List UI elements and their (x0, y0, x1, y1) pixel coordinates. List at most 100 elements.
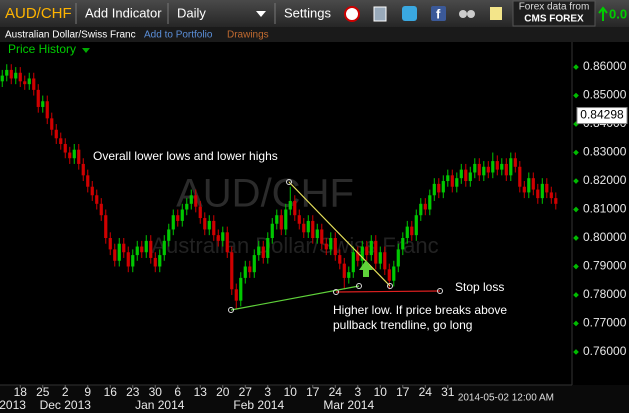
y-tick-label: 0.79000 (583, 259, 627, 273)
candle-body (149, 240, 153, 258)
add-indicator[interactable]: Add Indicator (85, 5, 162, 20)
candle-body (59, 138, 63, 144)
candle-body (104, 215, 108, 238)
candle-body (171, 215, 175, 230)
candle-body (288, 200, 292, 210)
candle-body (297, 215, 301, 224)
candle-body (396, 249, 400, 267)
subbar (0, 27, 629, 42)
x-tick-label: 2 (62, 385, 69, 399)
candle-body (18, 72, 22, 82)
candle-body (176, 215, 180, 221)
candle-body (477, 163, 481, 176)
candle-body (189, 195, 193, 204)
candle-body (275, 215, 279, 224)
candle-body (495, 161, 499, 170)
annotation: pullback trendline, go long (333, 318, 472, 332)
x-axis-panel (0, 385, 629, 413)
candle-body (374, 240, 378, 264)
x-tick-label: 18 (14, 385, 28, 399)
settings[interactable]: Settings (284, 5, 331, 20)
candle-body (351, 252, 355, 273)
drawings[interactable]: Drawings (227, 30, 269, 41)
candle-body (518, 166, 522, 187)
x-period-label: 2013 (0, 398, 26, 412)
add-to-portfolio[interactable]: Add to Portfolio (144, 30, 213, 41)
long-arrow (359, 260, 373, 277)
candle-body (284, 209, 288, 230)
price-history[interactable]: Price History (8, 42, 76, 56)
candle-body (63, 143, 67, 153)
candle-body (45, 101, 49, 119)
candle-body (500, 163, 504, 170)
x-tick-label: 25 (36, 385, 50, 399)
interval[interactable]: Daily (177, 5, 206, 20)
candle-body (239, 277, 243, 301)
candle-body (221, 232, 225, 241)
candle-body (414, 215, 418, 236)
facebook-icon[interactable] (431, 6, 446, 21)
candle-body (225, 232, 229, 253)
dropdown-arrow[interactable] (256, 11, 266, 17)
candle-body (410, 226, 414, 236)
candle-body (401, 238, 405, 250)
candle-body (446, 175, 450, 182)
candle-body (360, 246, 364, 261)
note-icon[interactable] (490, 7, 502, 20)
change: 0.0 (609, 6, 627, 21)
x-tick-label: 9 (84, 385, 91, 399)
twitter-icon[interactable] (402, 6, 417, 21)
data-source-line2: CMS FOREX (524, 14, 584, 25)
candle-body (419, 203, 423, 216)
candle-body (86, 175, 90, 187)
handle (437, 288, 443, 294)
y-tick-mark (573, 149, 579, 156)
candle-body (72, 149, 76, 159)
alarm-icon[interactable] (344, 6, 360, 22)
x-period-label: Feb 2014 (233, 398, 284, 412)
x-tick-label: 24 (419, 385, 433, 399)
candle-body (14, 72, 18, 79)
candle-body (126, 252, 130, 267)
candle-body (450, 175, 454, 187)
candle-body (32, 78, 36, 90)
candle-body (261, 246, 265, 258)
candle-body (117, 243, 121, 261)
candle-body (41, 101, 45, 107)
y-tick-label: 0.76000 (583, 344, 627, 358)
y-tick-mark (573, 263, 579, 270)
timestamp: 2014-05-02 12:00 AM (458, 393, 554, 404)
y-axis-panel (572, 42, 629, 385)
candle-body (243, 266, 247, 278)
candle-body (432, 183, 436, 196)
portfolio-icon[interactable] (373, 6, 387, 22)
candle-body (266, 238, 270, 258)
y-tick-mark (573, 292, 579, 298)
x-tick-label: 10 (284, 385, 298, 399)
candle-body (491, 161, 495, 173)
candle-body (279, 215, 283, 230)
y-tick-mark (573, 92, 579, 99)
candle-body (423, 203, 427, 210)
candle-body (108, 238, 112, 250)
candle-body (77, 149, 81, 164)
candle-body (473, 163, 477, 173)
y-tick-label: 0.82000 (583, 173, 627, 187)
binoculars-icon[interactable] (459, 10, 467, 18)
candle-body (527, 178, 531, 193)
instrument-name: Australian Dollar/Swiss Franc (5, 30, 136, 41)
candle-body (23, 81, 27, 85)
candle-body (311, 220, 315, 238)
handle (356, 283, 362, 289)
candle-body (135, 246, 139, 256)
symbol[interactable]: AUD/CHF (5, 5, 72, 22)
candle-body (320, 229, 324, 244)
candle-body (302, 223, 306, 233)
y-tick-mark (573, 206, 579, 213)
annotation: Overall lower lows and lower highs (93, 149, 278, 163)
candle-body (392, 266, 396, 281)
price-history-arrow[interactable] (82, 48, 90, 53)
candle-body (405, 226, 409, 238)
candle-body (131, 255, 135, 267)
